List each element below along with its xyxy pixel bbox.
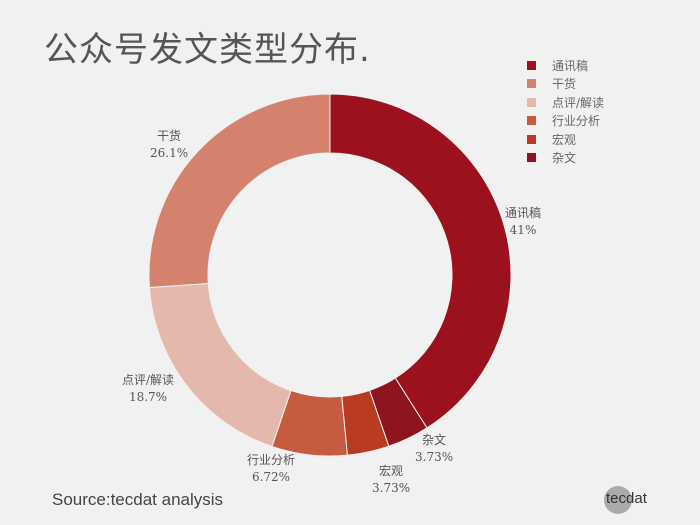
legend-item: 杂文 (527, 149, 604, 168)
legend-item: 行业分析 (527, 112, 604, 131)
slice-0 (329, 93, 512, 429)
slice-value: 26.1% (150, 146, 189, 160)
legend-label: 行业分析 (552, 114, 601, 129)
label-ganhuo: 干货 26.1% (150, 128, 188, 162)
legend-label: 干货 (552, 77, 577, 92)
slice-value: 6.72% (251, 470, 291, 484)
legend-swatch (527, 79, 536, 89)
legend-item: 点评/解读 (527, 93, 604, 112)
legend-swatch (527, 116, 536, 126)
legend-swatch (527, 134, 536, 144)
slice-name: 宏观 (379, 464, 404, 478)
label-hangye: 行业分析 6.72% (247, 452, 295, 486)
slice-name: 杂文 (422, 433, 447, 447)
legend-label: 杂文 (552, 151, 577, 166)
legend: 通讯稿 干货 点评/解读 行业分析 宏观 杂文 (527, 56, 604, 167)
label-hongguan: 宏观 3.73% (372, 463, 410, 497)
label-tongxungao: 通讯稿 41% (505, 205, 541, 239)
legend-swatch (527, 97, 536, 107)
legend-item: 通讯稿 (527, 56, 604, 75)
legend-label: 宏观 (552, 132, 577, 147)
slice-2 (148, 282, 292, 448)
legend-swatch (527, 60, 536, 70)
slice-value: 41% (509, 223, 537, 237)
slice-value: 3.73% (415, 450, 454, 464)
slice-name: 干货 (157, 129, 182, 143)
slice-name: 点评/解读 (122, 373, 175, 387)
legend-item: 宏观 (527, 130, 604, 149)
legend-item: 干货 (527, 75, 604, 94)
label-dianping: 点评/解读 18.7% (122, 372, 174, 406)
slice-name: 通讯稿 (505, 206, 542, 220)
slice-value: 18.7% (128, 390, 168, 404)
slice-value: 3.73% (372, 481, 411, 495)
source-note: Source:tecdat analysis (52, 490, 224, 509)
slice-name: 行业分析 (247, 453, 296, 467)
legend-label: 点评/解读 (552, 95, 605, 110)
legend-label: 通讯稿 (552, 58, 589, 73)
legend-swatch (527, 153, 536, 163)
tecdat-logo (604, 486, 632, 514)
slice-1 (148, 93, 331, 289)
logo-text: tecdat (606, 490, 647, 507)
label-zawen: 杂文 3.73% (415, 432, 453, 466)
page-title: 公众号发文类型分布. (44, 30, 371, 70)
